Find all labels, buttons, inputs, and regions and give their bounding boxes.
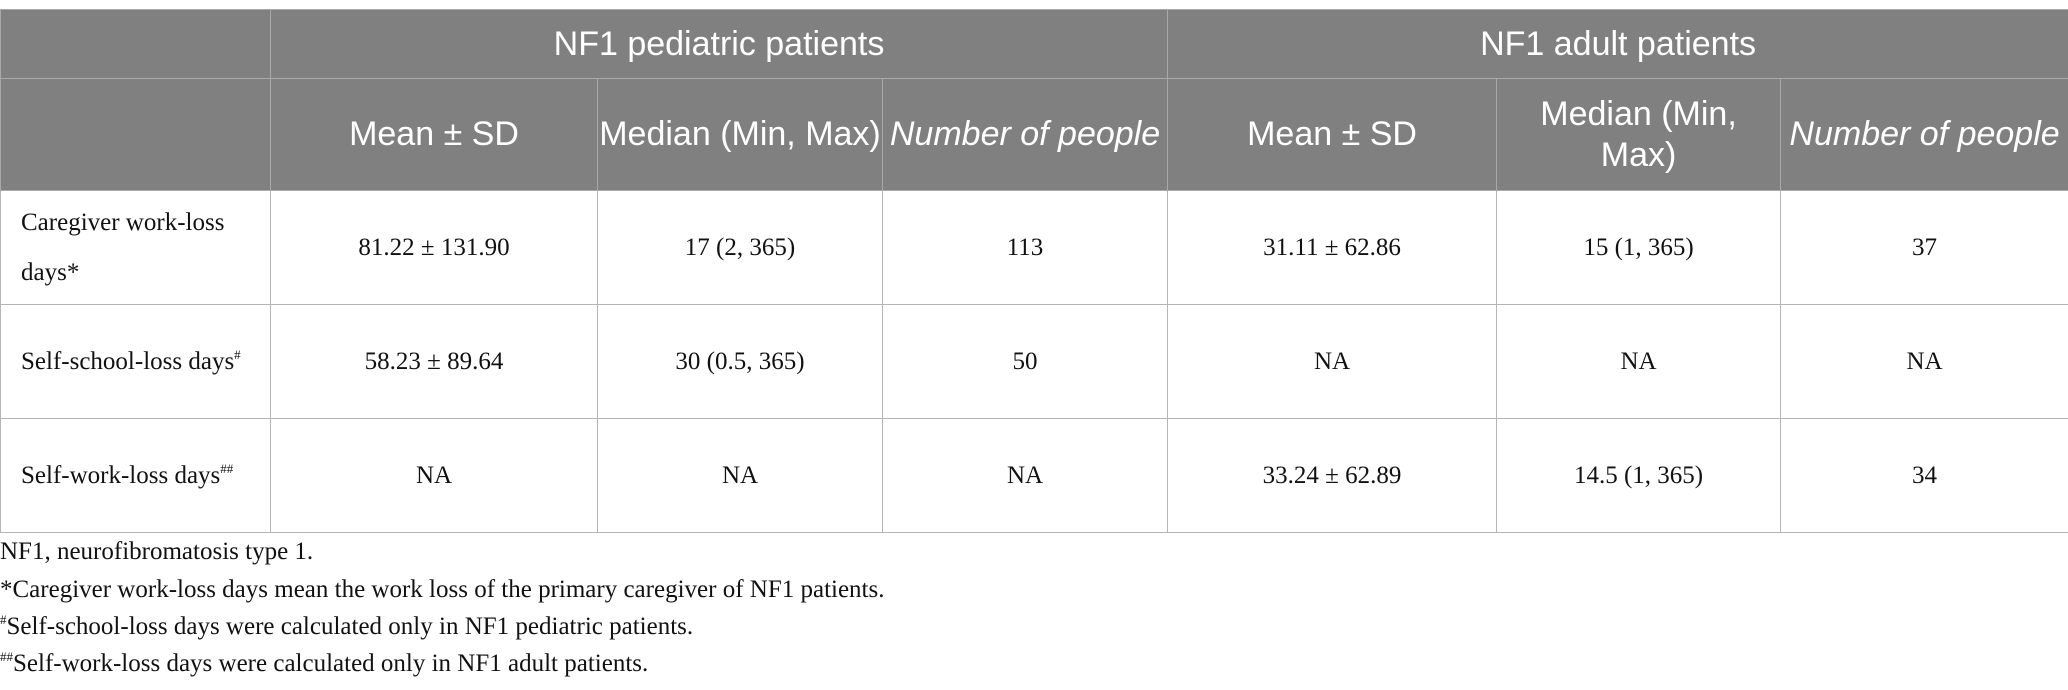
- footnote-text: NF1, neurofibromatosis type 1.: [0, 538, 314, 565]
- footnote-mark: *: [66, 258, 80, 286]
- footnote-text: Self-school-loss days were calculated on…: [6, 613, 694, 640]
- group-header: NF1 pediatric patients: [269, 9, 1169, 79]
- data-cell: 37: [1780, 190, 2068, 305]
- footnote-text: Caregiver work-loss days mean the work l…: [12, 576, 885, 603]
- data-cell: 113: [881, 190, 1169, 305]
- data-cell: 14.5 (1, 365): [1496, 418, 1782, 533]
- data-cell: 81.22 ± 131.90: [270, 190, 598, 305]
- footnote-mark: ##: [0, 649, 13, 664]
- sub-header: Median (Min, Max): [1496, 78, 1782, 191]
- table-body: Caregiver work-loss days* 81.22 ± 131.90 1…: [0, 190, 2068, 533]
- data-cell: 58.23 ± 89.64: [270, 304, 598, 419]
- table-row: Self-work-loss days## NA NA NA 33.24 ± 62.89…: [0, 418, 2068, 533]
- data-cell: NA: [1780, 304, 2068, 419]
- footnote: *Caregiver work-loss days mean the work …: [0, 576, 885, 604]
- corner-cell: [0, 78, 271, 191]
- data-cell: 50: [881, 304, 1169, 419]
- footnote-mark: *: [0, 576, 13, 603]
- data-cell: NA: [1496, 304, 1782, 419]
- data-cell: 30 (0.5, 365): [597, 304, 883, 419]
- sub-header: Median (Min, Max): [597, 78, 883, 191]
- sub-header: Number of people: [881, 78, 1169, 191]
- data-cell: NA: [597, 418, 883, 533]
- footnote-mark: ##: [220, 460, 234, 476]
- footnote: ##Self-work-loss days were calculated on…: [0, 650, 648, 678]
- data-cell: NA: [881, 418, 1169, 533]
- data-cell: 34: [1780, 418, 2068, 533]
- corner-cell: [0, 9, 271, 79]
- row-label: Caregiver work-loss days*: [0, 190, 271, 305]
- row-label-text: Self-school-loss days: [21, 347, 235, 375]
- table-row: Self-school-loss days# 58.23 ± 89.64 30 (0…: [0, 304, 2068, 419]
- data-cell: 17 (2, 365): [597, 190, 883, 305]
- data-cell: NA: [1167, 304, 1498, 419]
- data-cell: 31.11 ± 62.86: [1167, 190, 1498, 305]
- row-label-text: Caregiver work-loss days: [21, 208, 225, 286]
- table-row: Caregiver work-loss days* 81.22 ± 131.90 1…: [0, 190, 2068, 305]
- footnote: #Self-school-loss days were calculated o…: [0, 613, 693, 641]
- footnote-mark: #: [0, 612, 7, 627]
- data-cell: 33.24 ± 62.89: [1167, 418, 1498, 533]
- data-cell: NA: [270, 418, 598, 533]
- sub-header: Mean ± SD: [270, 78, 598, 191]
- data-table: NF1 pediatric patients NF1 adult patient…: [0, 9, 2068, 533]
- footnote: NF1, neurofibromatosis type 1.: [0, 538, 313, 566]
- group-header: NF1 adult patients: [1167, 9, 2068, 79]
- row-label: Self-school-loss days#: [0, 304, 271, 419]
- row-label: Self-work-loss days##: [0, 418, 271, 533]
- sub-header: Mean ± SD: [1167, 78, 1498, 191]
- data-cell: 15 (1, 365): [1496, 190, 1782, 305]
- footnote-mark: #: [234, 346, 241, 362]
- sub-header: Number of people: [1780, 78, 2068, 191]
- row-label-text: Self-work-loss days: [21, 461, 221, 489]
- footnote-text: Self-work-loss days were calculated only…: [13, 650, 649, 677]
